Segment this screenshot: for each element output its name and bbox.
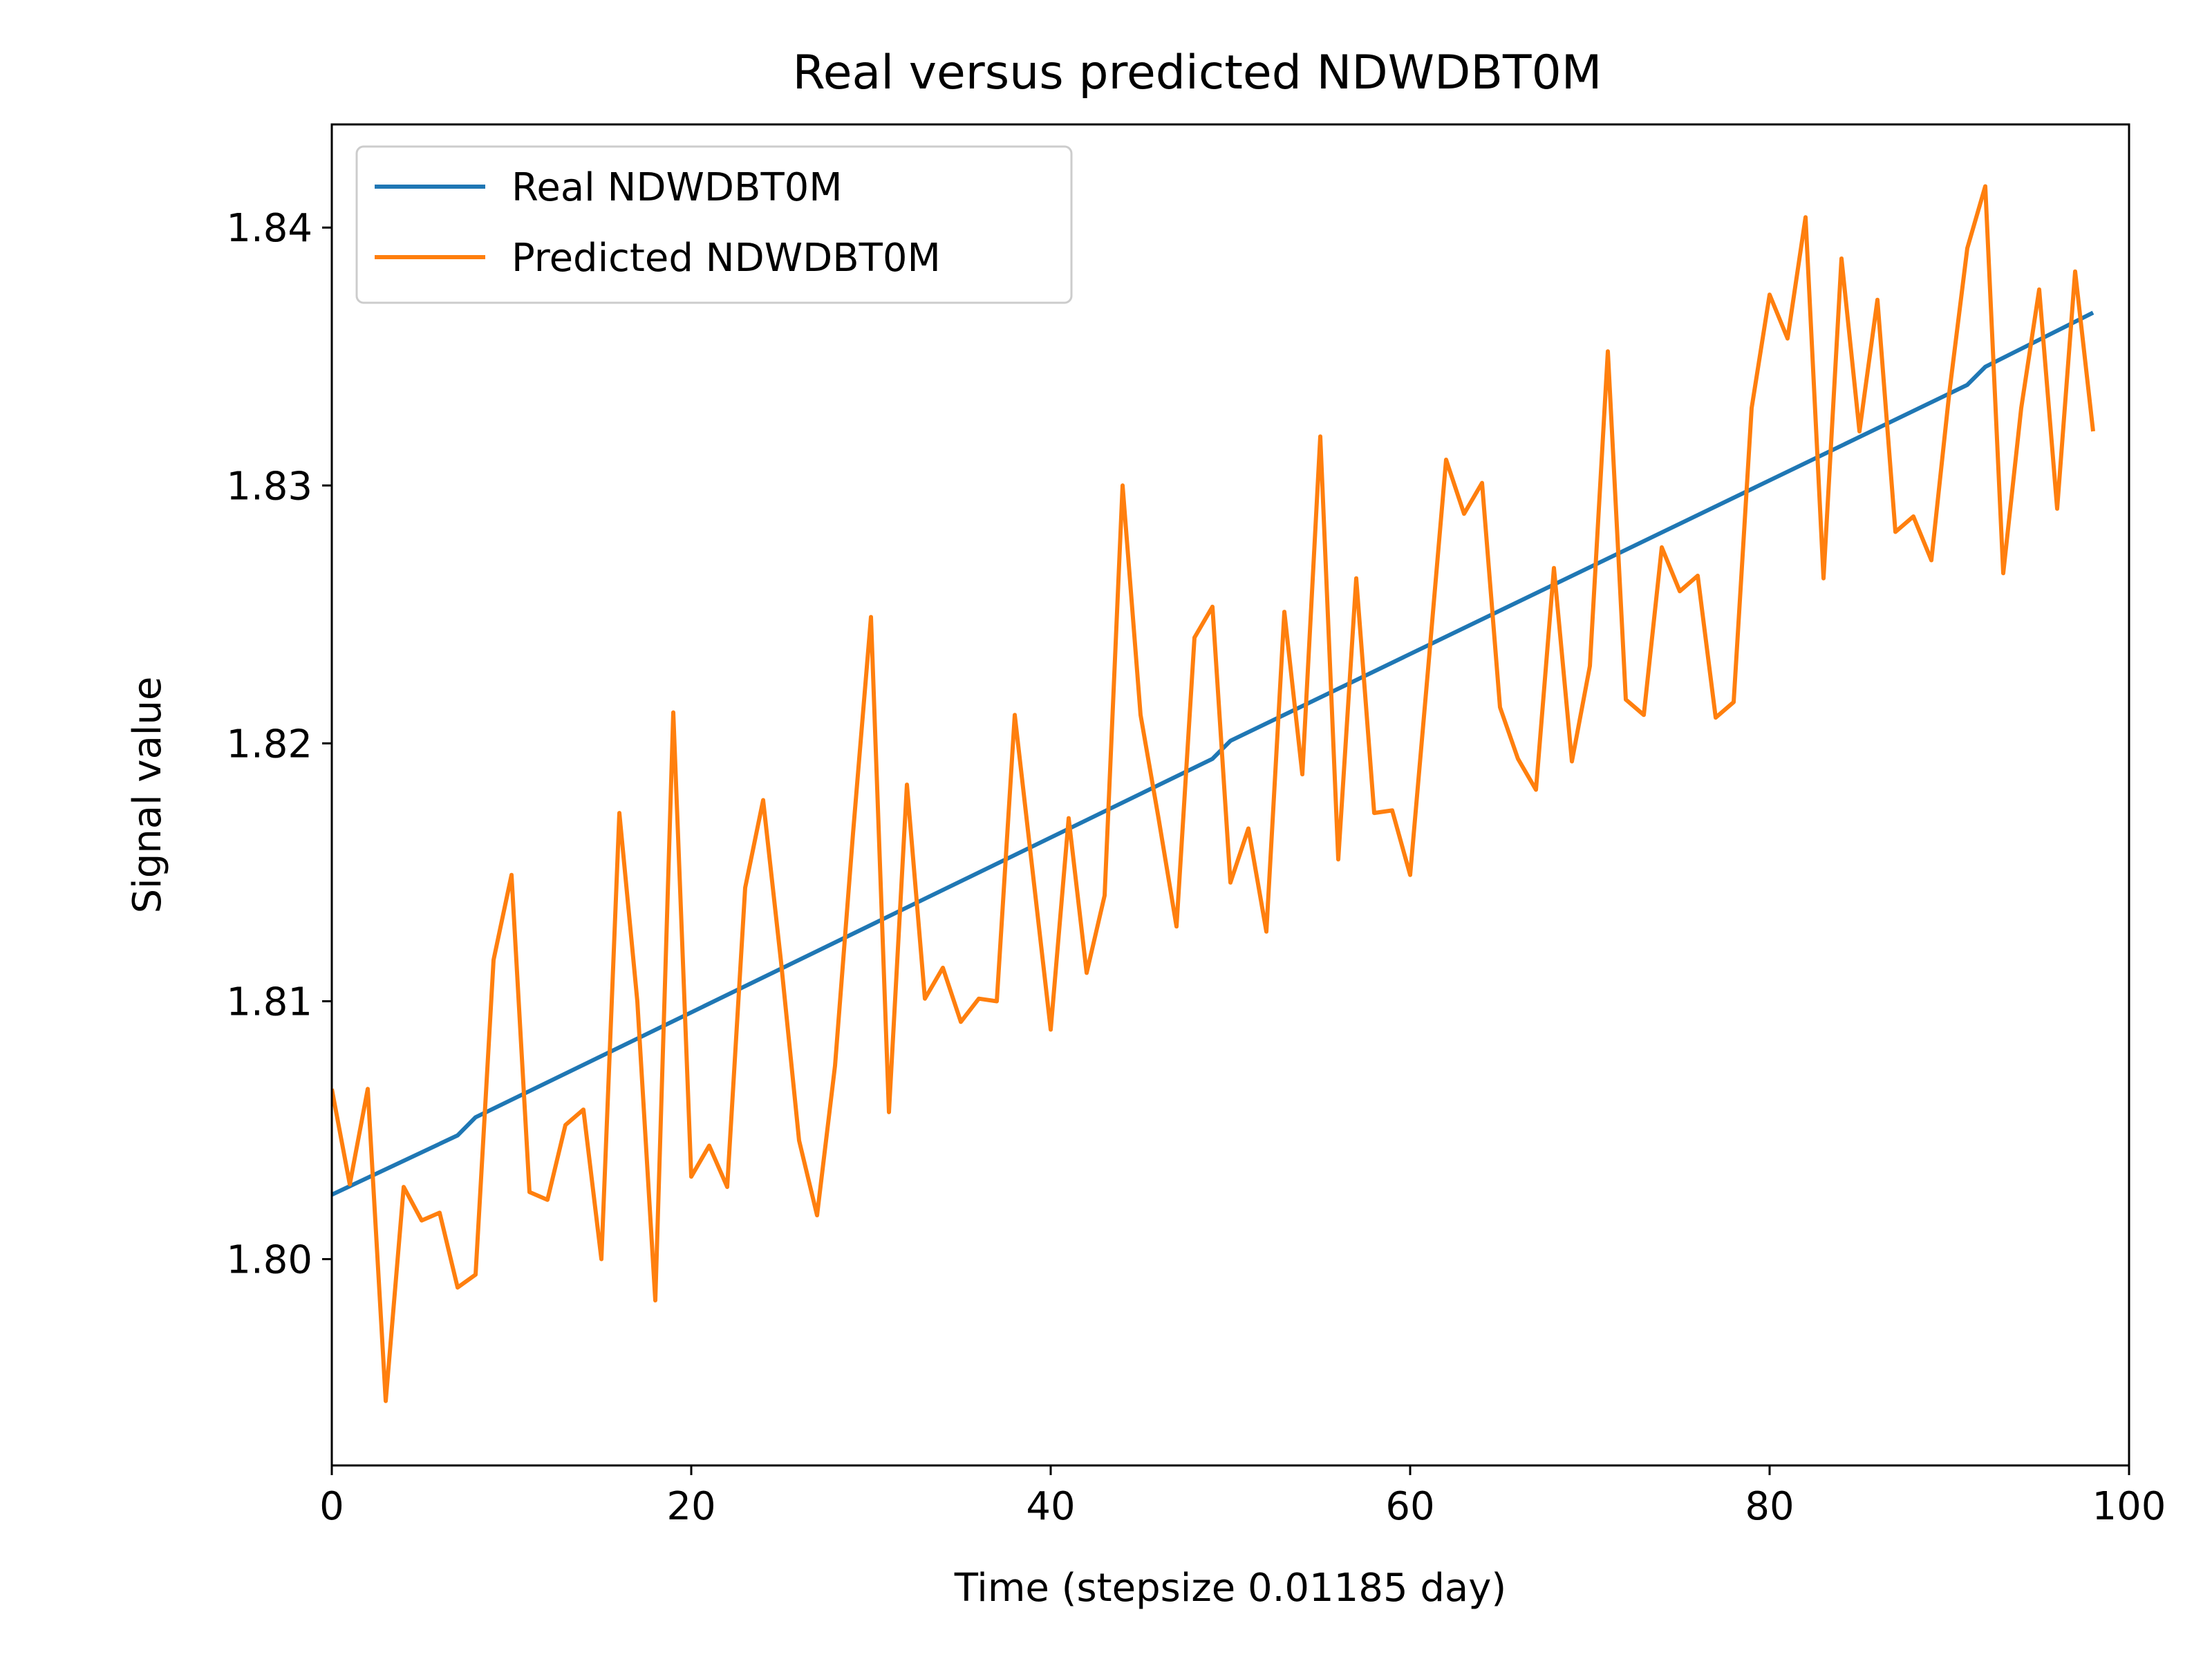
legend-label-predicted: Predicted NDWDBT0M — [512, 236, 941, 281]
y-tick-label: 1.84 — [226, 206, 312, 251]
x-tick-label: 0 — [319, 1484, 344, 1529]
series-line-predicted — [332, 184, 2095, 1403]
legend-box — [355, 145, 1073, 304]
x-axis-ticks: 0 20 40 60 80 100 — [319, 1465, 2166, 1529]
y-axis-ticks: 1.80 1.81 1.82 1.83 1.84 — [226, 206, 332, 1283]
y-axis-label: Signal value — [125, 677, 170, 914]
series-layer — [332, 184, 2095, 1403]
x-tick-label: 80 — [1745, 1484, 1794, 1529]
y-tick-label: 1.81 — [226, 980, 312, 1024]
x-tick-label: 20 — [666, 1484, 715, 1529]
x-tick-label: 60 — [1385, 1484, 1434, 1529]
plot-area — [332, 184, 2095, 1403]
x-tick-label: 40 — [1026, 1484, 1075, 1529]
plot-frame — [330, 123, 2130, 1467]
legend: Real NDWDBT0M Predicted NDWDBT0M — [355, 145, 1073, 304]
chart-title: Real versus predicted NDWDBT0M — [793, 46, 1602, 100]
y-tick-label: 1.83 — [226, 464, 312, 509]
x-axis-label: Time (stepsize 0.01185 day) — [954, 1566, 1506, 1611]
y-tick-label: 1.80 — [226, 1238, 312, 1283]
x-tick-label: 100 — [2092, 1484, 2166, 1529]
legend-label-real: Real NDWDBT0M — [512, 165, 843, 210]
y-tick-label: 1.82 — [226, 722, 312, 767]
